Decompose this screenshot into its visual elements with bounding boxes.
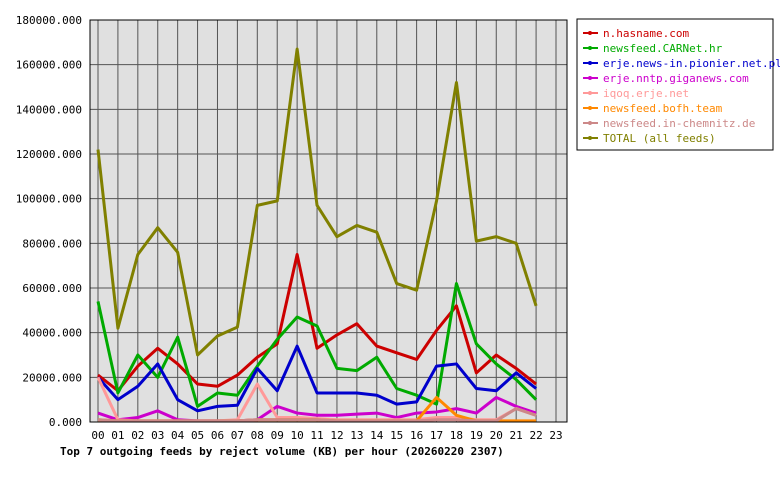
x-tick-label: 19 [470,429,483,442]
y-tick-label: 80000.000 [22,237,82,250]
legend-label: newsfeed.CARNet.hr [603,42,723,55]
x-tick-label: 15 [390,429,403,442]
x-tick-label: 03 [151,429,164,442]
legend-label: newsfeed.in-chemnitz.de [603,117,755,130]
legend-label: TOTAL (all feeds) [603,132,716,145]
legend-dot [588,31,592,35]
x-tick-label: 14 [370,429,384,442]
y-tick-label: 20000.000 [22,371,82,384]
y-tick-label: 60000.000 [22,282,82,295]
x-tick-label: 13 [350,429,363,442]
legend-dot [588,61,592,65]
chart-title: Top 7 outgoing feeds by reject volume (K… [60,445,504,458]
y-tick-label: 160000.000 [16,59,82,72]
legend-dot [588,136,592,140]
legend-label: erje.news-in.pionier.net.pl [603,57,780,70]
x-tick-label: 16 [410,429,423,442]
legend-label: n.hasname.com [603,27,689,40]
x-tick-label: 04 [171,429,185,442]
x-tick-label: 17 [430,429,443,442]
x-tick-label: 21 [510,429,523,442]
x-tick-label: 12 [330,429,343,442]
x-tick-label: 11 [310,429,323,442]
legend-dot [588,106,592,110]
legend-label: erje.nntp.giganews.com [603,72,749,85]
series-line [96,47,538,357]
x-tick-label: 18 [450,429,463,442]
legend-dot [588,76,592,80]
x-tick-label: 09 [271,429,284,442]
legend-dot [588,121,592,125]
x-tick-label: 10 [291,429,304,442]
x-tick-label: 02 [131,429,144,442]
x-tick-label: 23 [549,429,562,442]
series-line [96,282,538,408]
x-tick-label: 00 [91,429,104,442]
legend-dot [588,91,592,95]
x-tick-label: 06 [211,429,224,442]
series-line [97,395,537,423]
y-tick-label: 0.000 [49,416,82,429]
x-tick-label: 01 [111,429,124,442]
legend [576,18,774,151]
y-tick-label: 120000.000 [16,148,82,161]
y-tick-label: 180000.000 [16,14,82,27]
x-tick-label: 07 [231,429,244,442]
legend-dot [588,46,592,50]
x-tick-label: 20 [490,429,503,442]
y-tick-label: 40000.000 [22,327,82,340]
x-tick-label: 22 [529,429,542,442]
legend-label: iqoq.erje.net [603,87,689,100]
y-tick-label: 140000.000 [16,103,82,116]
series-line [97,407,537,423]
series-line [96,344,538,413]
y-tick-label: 100000.000 [16,193,82,206]
x-tick-label: 05 [191,429,204,442]
plot-border [89,19,568,423]
x-tick-label: 08 [251,429,264,442]
series-line [97,253,538,393]
legend-label: newsfeed.bofh.team [603,102,723,115]
